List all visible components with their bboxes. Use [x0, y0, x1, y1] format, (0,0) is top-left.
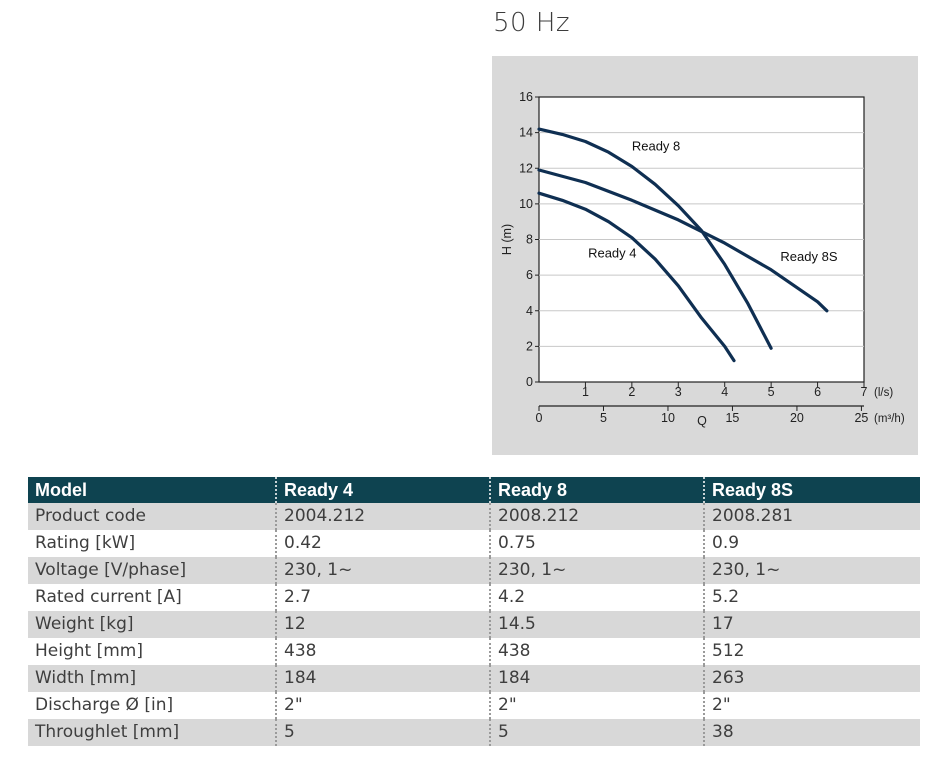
header-cell: Model	[28, 477, 276, 503]
table-cell: 263	[703, 665, 920, 692]
row-label: Rated current [A]	[28, 584, 276, 611]
y-axis-label: H (m)	[500, 224, 514, 255]
x-tick-label-m3h: 25	[854, 411, 868, 425]
x-tick-label-ls: 5	[768, 385, 775, 399]
table-cell: 2"	[703, 692, 920, 719]
x-tick-label-ls: 2	[628, 385, 635, 399]
table-row: Width [mm] 184 184 263	[28, 665, 920, 692]
series-line-1	[537, 127, 773, 350]
y-tick-label: 8	[526, 233, 533, 247]
table-cell: 2008.212	[489, 503, 704, 530]
table-cell: 2004.212	[275, 503, 490, 530]
row-label: Voltage [V/phase]	[28, 557, 276, 584]
table-cell: 230, 1~	[275, 557, 490, 584]
series-label: Ready 8	[632, 138, 680, 153]
table-cell: 0.75	[489, 530, 704, 557]
row-label: Discharge Ø [in]	[28, 692, 276, 719]
header-cell: Ready 8	[489, 477, 704, 503]
table-cell: 0.42	[275, 530, 490, 557]
x-tick-label-m3h: 20	[790, 411, 804, 425]
table-row: Height [mm] 438 438 512	[28, 638, 920, 665]
table-row: Weight [kg] 12 14.5 17	[28, 611, 920, 638]
row-label: Weight [kg]	[28, 611, 276, 638]
table-row: Voltage [V/phase] 230, 1~ 230, 1~ 230, 1~	[28, 557, 920, 584]
header-cell: Ready 4	[275, 477, 490, 503]
y-tick-label: 16	[519, 90, 533, 104]
table-cell: 184	[275, 665, 490, 692]
x-tick-label-m3h: 0	[536, 411, 543, 425]
row-label: Product code	[28, 503, 276, 530]
y-tick-label: 6	[526, 268, 533, 282]
x-unit-ls: (l/s)	[874, 387, 893, 399]
series-line-0	[537, 191, 736, 363]
y-tick-label: 4	[526, 304, 533, 318]
table-cell: 5	[489, 719, 704, 746]
table-cell: 12	[275, 611, 490, 638]
series-label: Ready 4	[588, 245, 636, 260]
pump-curve-chart: 0 2 4 6 8 10 12 14 16 1 2 3 4 5 6 7 (l/s) 0 5 10 15 20 25 (m³/h…	[492, 56, 918, 455]
row-label: Width [mm]	[28, 665, 276, 692]
table-row: Throughlet [mm] 5 5 38	[28, 719, 920, 746]
table-row: Product code 2004.212 2008.212 2008.281	[28, 503, 920, 530]
table-cell: 2"	[275, 692, 490, 719]
y-tick-label: 10	[519, 197, 533, 211]
frequency-label: 50 Hz	[493, 8, 571, 38]
table-cell: 184	[489, 665, 704, 692]
x-unit-m3h: (m³/h)	[874, 413, 905, 425]
table-cell: 2008.281	[703, 503, 920, 530]
table-cell: 2"	[489, 692, 704, 719]
x-tick-label-ls: 7	[861, 385, 868, 399]
table-cell: 0.9	[703, 530, 920, 557]
table-row: Rated current [A] 2.7 4.2 5.2	[28, 584, 920, 611]
x-tick-label-m3h: 5	[600, 411, 607, 425]
table-cell: 4.2	[489, 584, 704, 611]
series-label: Ready 8S	[780, 249, 837, 264]
table-cell: 438	[489, 638, 704, 665]
x-axis-label: Q	[697, 414, 707, 428]
row-label: Throughlet [mm]	[28, 719, 276, 746]
table-cell: 512	[703, 638, 920, 665]
x-tick-label-m3h: 15	[725, 411, 739, 425]
table-row: Rating [kW] 0.42 0.75 0.9	[28, 530, 920, 557]
table-cell: 5.2	[703, 584, 920, 611]
header-cell: Ready 8S	[703, 477, 920, 503]
table-body: Product code 2004.212 2008.212 2008.281 Rati…	[28, 503, 920, 746]
table-row: Discharge Ø [in] 2" 2" 2"	[28, 692, 920, 719]
table-cell: 17	[703, 611, 920, 638]
x-tick-label-ls: 6	[814, 385, 821, 399]
table-cell: 438	[275, 638, 490, 665]
spec-table: Model Ready 4 Ready 8 Ready 8S Product c…	[28, 477, 920, 746]
row-label: Height [mm]	[28, 638, 276, 665]
x-tick-label-m3h: 10	[661, 411, 675, 425]
x-tick-label-ls: 1	[582, 385, 589, 399]
table-cell: 5	[275, 719, 490, 746]
table-cell: 38	[703, 719, 920, 746]
y-tick-label: 14	[519, 126, 533, 140]
y-tick-label: 0	[526, 375, 533, 389]
y-tick-label: 2	[526, 339, 533, 353]
x-tick-label-ls: 3	[675, 385, 682, 399]
table-header-row: Model Ready 4 Ready 8 Ready 8S	[28, 477, 920, 503]
table-cell: 230, 1~	[703, 557, 920, 584]
y-tick-label: 12	[519, 161, 533, 175]
table-cell: 14.5	[489, 611, 704, 638]
table-cell: 230, 1~	[489, 557, 704, 584]
x-tick-label-ls: 4	[721, 385, 728, 399]
series-line-2	[537, 168, 829, 313]
row-label: Rating [kW]	[28, 530, 276, 557]
table-cell: 2.7	[275, 584, 490, 611]
